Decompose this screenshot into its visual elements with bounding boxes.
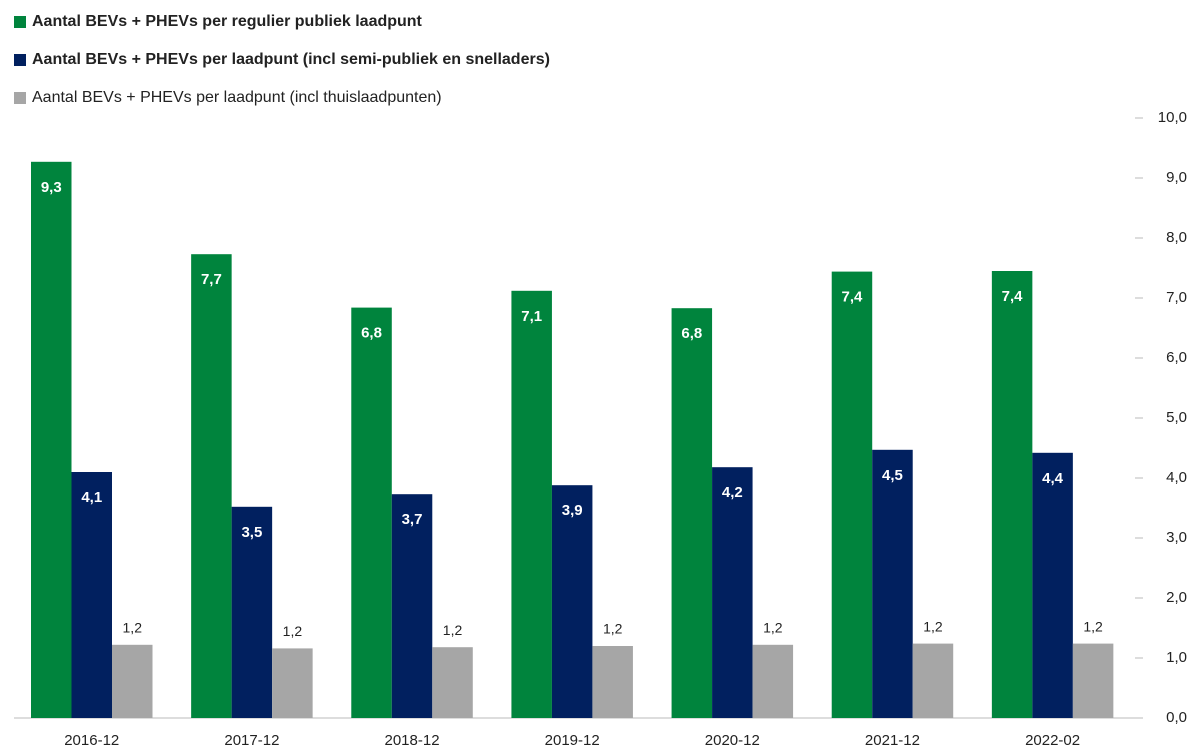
bar xyxy=(272,648,313,718)
y-tick-label: 6,0 xyxy=(1166,349,1187,366)
bar xyxy=(391,494,433,718)
x-tick-label: 2016-12 xyxy=(64,732,119,749)
x-tick-label: 2020-12 xyxy=(705,732,760,749)
bar xyxy=(31,161,72,719)
legend-label: Aantal BEVs + PHEVs per laadpunt (incl s… xyxy=(32,51,550,68)
bar xyxy=(231,506,273,718)
y-tick-label: 3,0 xyxy=(1166,529,1187,546)
y-tick-label: 10,0 xyxy=(1158,109,1187,126)
x-tick-label: 2019-12 xyxy=(545,732,600,749)
value-label: 6,8 xyxy=(681,325,702,342)
bar xyxy=(351,307,392,718)
x-tick-label: 2017-12 xyxy=(224,732,279,749)
y-tick-label: 9,0 xyxy=(1166,169,1187,186)
bar xyxy=(712,467,753,718)
legend-swatch xyxy=(14,16,26,28)
value-label: 4,2 xyxy=(722,484,743,501)
bar xyxy=(71,472,112,718)
value-label: 1,2 xyxy=(123,620,143,636)
y-tick-label: 5,0 xyxy=(1166,409,1187,426)
value-label: 6,8 xyxy=(361,325,382,342)
value-label: 1,2 xyxy=(763,620,783,636)
value-label: 4,4 xyxy=(1042,470,1064,487)
value-label: 7,4 xyxy=(842,289,864,306)
value-label: 3,5 xyxy=(241,524,262,541)
bar xyxy=(551,485,593,718)
x-tick-label: 2021-12 xyxy=(865,732,920,749)
bar xyxy=(592,646,633,718)
y-tick-label: 7,0 xyxy=(1166,289,1187,306)
legend-label: Aantal BEVs + PHEVs per laadpunt (incl t… xyxy=(32,89,442,106)
value-label: 1,2 xyxy=(603,621,623,637)
value-label: 1,2 xyxy=(1083,618,1103,634)
bar xyxy=(872,449,913,718)
y-tick-label: 1,0 xyxy=(1166,649,1187,666)
x-tick-label: 2022-02 xyxy=(1025,732,1080,749)
bar xyxy=(752,644,794,718)
bar xyxy=(831,271,873,718)
value-label: 1,2 xyxy=(443,622,463,638)
value-label: 4,1 xyxy=(81,489,102,506)
value-label: 3,7 xyxy=(402,511,423,528)
y-tick-label: 8,0 xyxy=(1166,229,1187,246)
y-tick-label: 2,0 xyxy=(1166,589,1187,606)
value-label: 9,3 xyxy=(41,179,62,196)
legend-swatch xyxy=(14,92,26,104)
bar xyxy=(191,254,232,718)
bar xyxy=(1032,452,1073,718)
legend-label: Aantal BEVs + PHEVs per regulier publiek… xyxy=(32,13,423,30)
bar xyxy=(511,290,552,718)
bar xyxy=(912,643,954,718)
value-label: 1,2 xyxy=(923,618,943,634)
bar xyxy=(1072,643,1114,718)
x-tick-label: 2018-12 xyxy=(385,732,440,749)
value-label: 3,9 xyxy=(562,502,583,519)
value-label: 7,1 xyxy=(521,308,542,325)
bar xyxy=(991,271,1033,718)
bar xyxy=(671,308,713,718)
y-tick-label: 4,0 xyxy=(1166,469,1187,486)
bar xyxy=(432,647,473,718)
y-tick-label: 0,0 xyxy=(1166,709,1187,726)
value-label: 7,7 xyxy=(201,271,222,288)
value-label: 1,2 xyxy=(283,623,303,639)
value-label: 4,5 xyxy=(882,467,903,484)
legend-swatch xyxy=(14,54,26,66)
bar xyxy=(112,644,153,718)
value-label: 7,4 xyxy=(1002,288,1024,305)
